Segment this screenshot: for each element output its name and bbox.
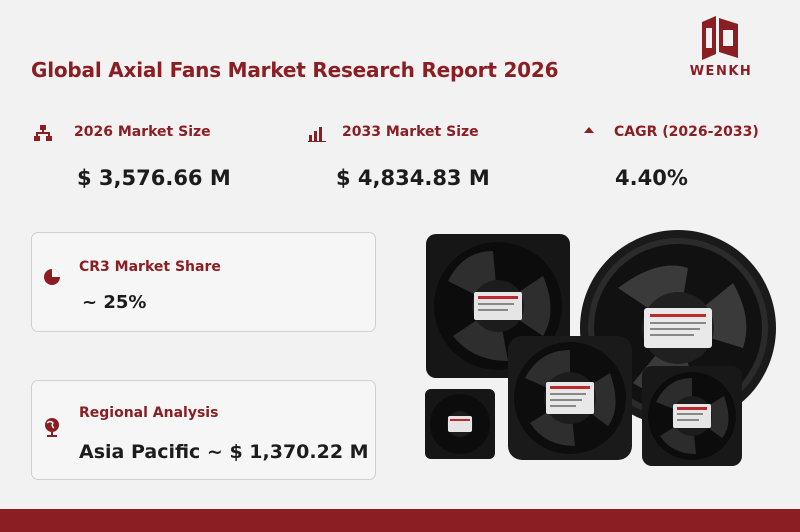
globe-icon (45, 418, 59, 437)
card-value: ~ 25% (82, 292, 147, 313)
axial-fans-product-image (425, 230, 776, 466)
regional-analysis-card: Regional Analysis Asia Pacific ~ $ 1,370… (31, 380, 376, 480)
small-fan (425, 389, 495, 459)
org-chart-icon (34, 125, 52, 141)
bar-chart-icon (308, 127, 326, 142)
footer-bar (0, 509, 800, 532)
card-value: Asia Pacific ~ $ 1,370.22 M (79, 441, 369, 463)
brand-logo: WENKH (678, 16, 764, 86)
brand-name: WENKH (689, 64, 753, 79)
metric-label: 2033 Market Size (342, 124, 479, 140)
wenkh-logo-icon (702, 16, 738, 60)
card-label: Regional Analysis (79, 405, 219, 421)
cr3-market-share-card: CR3 Market Share ~ 25% (31, 232, 376, 332)
metric-label: CAGR (2026-2033) (614, 124, 759, 140)
metric-value: $ 4,834.83 M (336, 166, 490, 190)
metric-value: 4.40% (615, 166, 688, 190)
right-fan-front (642, 366, 742, 466)
center-fan-front (508, 336, 632, 460)
report-title: Global Axial Fans Market Research Report… (31, 58, 559, 82)
metric-label: 2026 Market Size (74, 124, 211, 140)
metric-value: $ 3,576.66 M (77, 166, 231, 190)
card-label: CR3 Market Share (79, 259, 221, 275)
pie-chart-icon (44, 269, 60, 285)
triangle-up-icon (584, 127, 594, 133)
